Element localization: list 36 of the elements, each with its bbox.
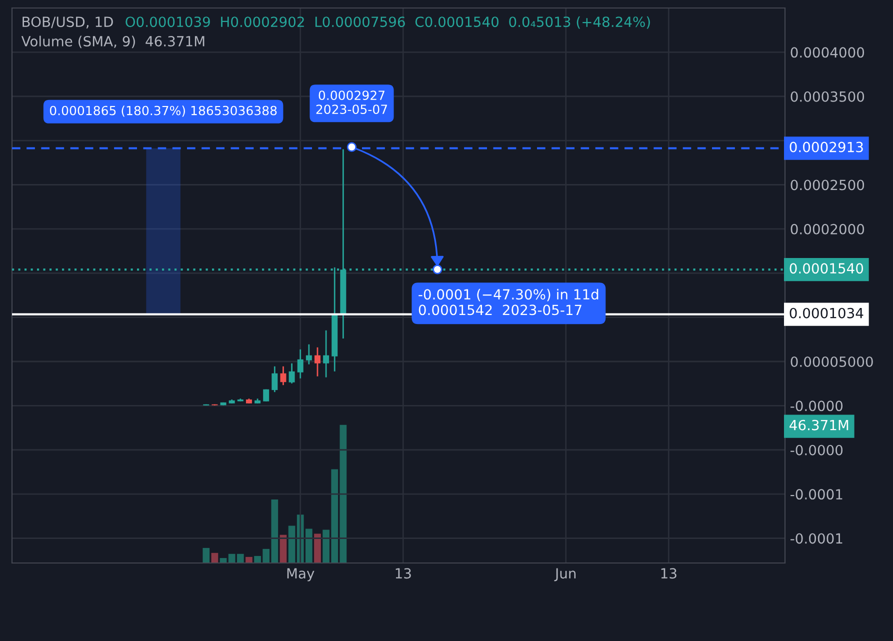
candlestick [263, 388, 270, 402]
candlestick [272, 366, 278, 393]
candlestick [297, 348, 304, 380]
ref-line-label: 0.0001034 [790, 308, 864, 318]
y-tick-label: 0.0002000 [790, 224, 864, 234]
text: 46.371M [790, 420, 848, 430]
x-tick-label: 13 [661, 568, 676, 579]
annotation: -0.0001 (−47.30%) in 11d 0.0001542 2023-05-17 [418, 288, 598, 316]
bar [340, 424, 347, 563]
x-tick-label: 13 [396, 568, 411, 579]
y-tick-label: 0.00005000 [790, 356, 873, 367]
x-tick-label: Jun [554, 568, 576, 582]
bar [288, 526, 296, 563]
bar [314, 534, 321, 563]
candlestick [314, 346, 320, 378]
ref-line-label: 0.0002913 [790, 142, 863, 152]
bar [202, 548, 210, 563]
x-tick-label: May [287, 568, 314, 582]
text: Volume (SMA, 9) 46.371M [21, 36, 204, 48]
y-tick-label: 0.0004000 [790, 47, 864, 58]
candlestick [288, 362, 295, 384]
y-tick-label: -0.0000 [790, 444, 843, 456]
y-tick-label: -0.0001 [790, 489, 842, 500]
y-tick-label: 0.0002500 [790, 180, 864, 190]
ref-line-label: 0.0001540 [790, 263, 864, 274]
y-tick-label: 0.0003500 [790, 91, 864, 102]
text: BOB/USD, 1D [22, 16, 113, 28]
y-tick-label: -0.0001 [790, 533, 842, 544]
candlestick [323, 330, 330, 378]
annotation: 0.0002927 2023-05-07 [316, 90, 388, 114]
y-tick-label: -0.0000 [790, 400, 843, 412]
bar [246, 556, 252, 563]
candlestick [280, 366, 286, 386]
candlestick [306, 344, 312, 366]
annotation: O0.0001039 H0.0002902 L0.00007596 C0.0001540 0.0₄5013 (+48.24%) [126, 16, 650, 29]
annotation: 0.0001865 (180.37%) 18653036388 [50, 106, 277, 117]
